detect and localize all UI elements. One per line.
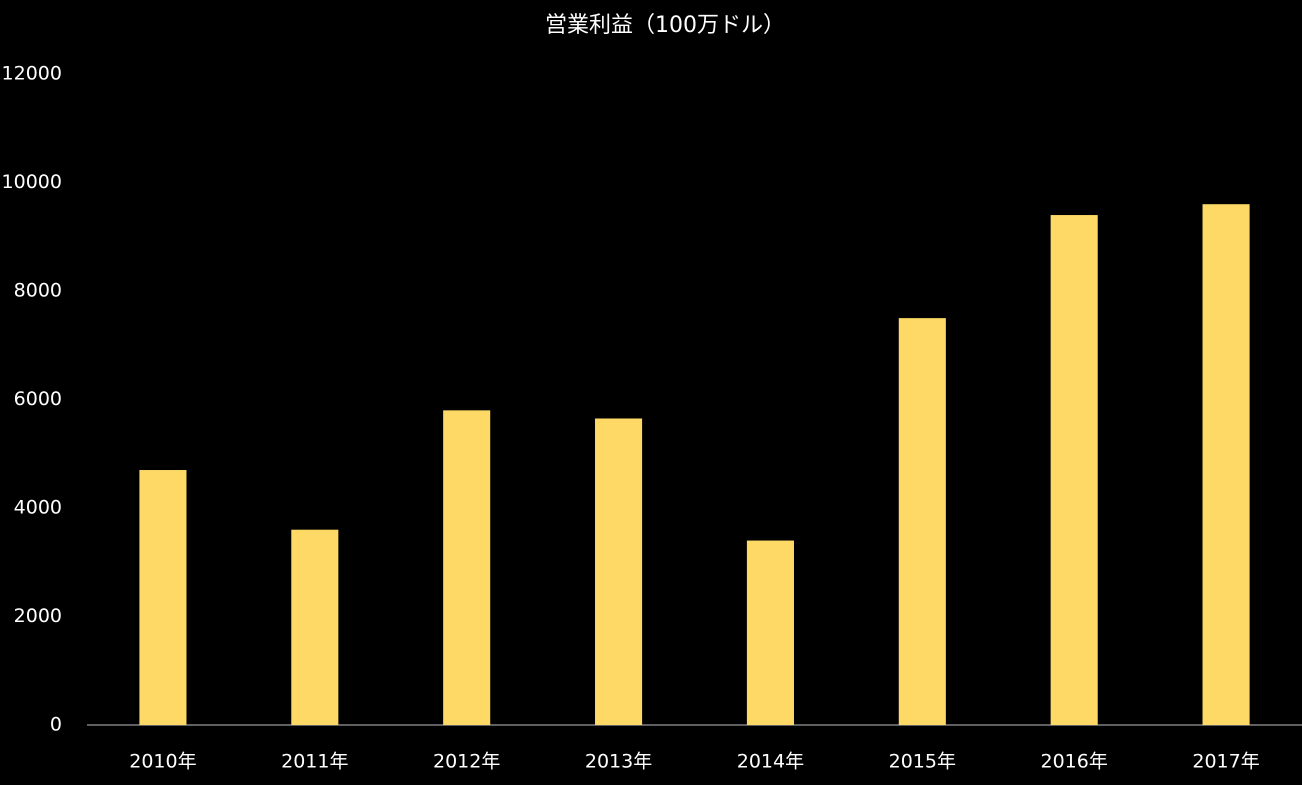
y-tick-label: 0 <box>50 714 62 736</box>
y-tick-label: 8000 <box>14 280 62 302</box>
bar <box>139 470 187 725</box>
bar <box>1050 215 1098 726</box>
bar <box>291 529 339 725</box>
bar <box>1202 204 1250 725</box>
x-tick-label: 2017年 <box>1192 751 1259 773</box>
x-tick-label: 2011年 <box>281 751 348 773</box>
y-tick-label: 2000 <box>14 605 62 627</box>
x-tick-label: 2012年 <box>433 751 500 773</box>
bar <box>898 318 946 725</box>
y-tick-label: 6000 <box>14 388 62 410</box>
x-tick-label: 2015年 <box>889 751 956 773</box>
y-tick-label: 12000 <box>2 63 62 85</box>
x-tick-label: 2014年 <box>737 751 804 773</box>
x-tick-label: 2013年 <box>585 751 652 773</box>
bar <box>595 418 643 725</box>
bar <box>443 410 491 725</box>
y-tick-label: 4000 <box>14 497 62 519</box>
y-tick-label: 10000 <box>2 171 62 193</box>
chart-title: 営業利益（100万ドル） <box>545 13 785 38</box>
x-tick-label: 2016年 <box>1041 751 1108 773</box>
x-tick-label: 2010年 <box>129 751 196 773</box>
bar <box>746 540 794 725</box>
